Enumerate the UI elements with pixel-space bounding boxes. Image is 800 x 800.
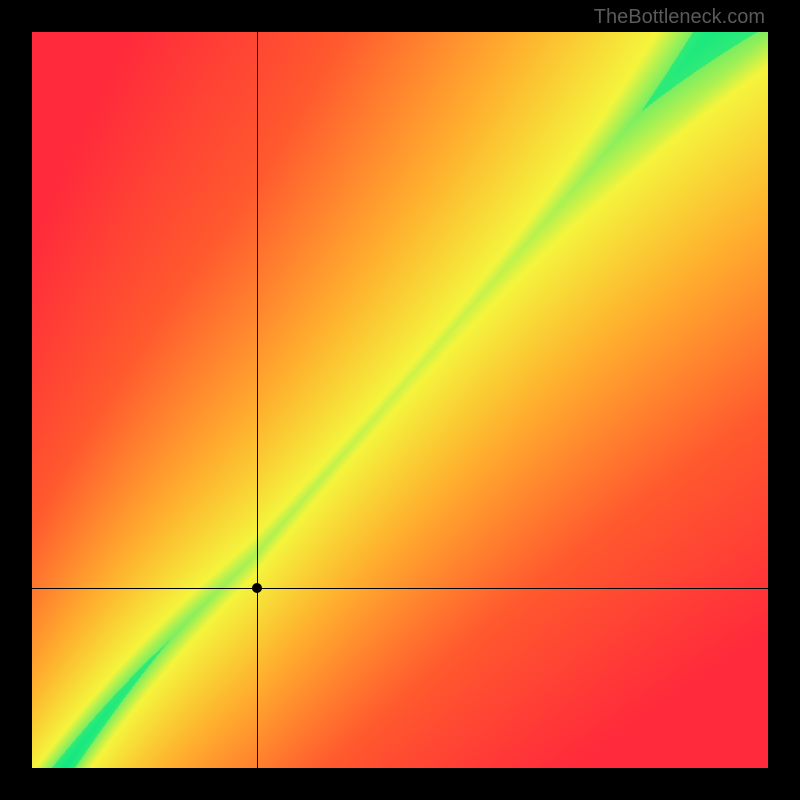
data-point-marker [252,583,262,593]
heatmap-plot [32,32,768,768]
crosshair-horizontal [32,588,768,589]
crosshair-vertical [257,32,258,768]
watermark-text: TheBottleneck.com [594,6,765,29]
heatmap-canvas [32,32,768,768]
